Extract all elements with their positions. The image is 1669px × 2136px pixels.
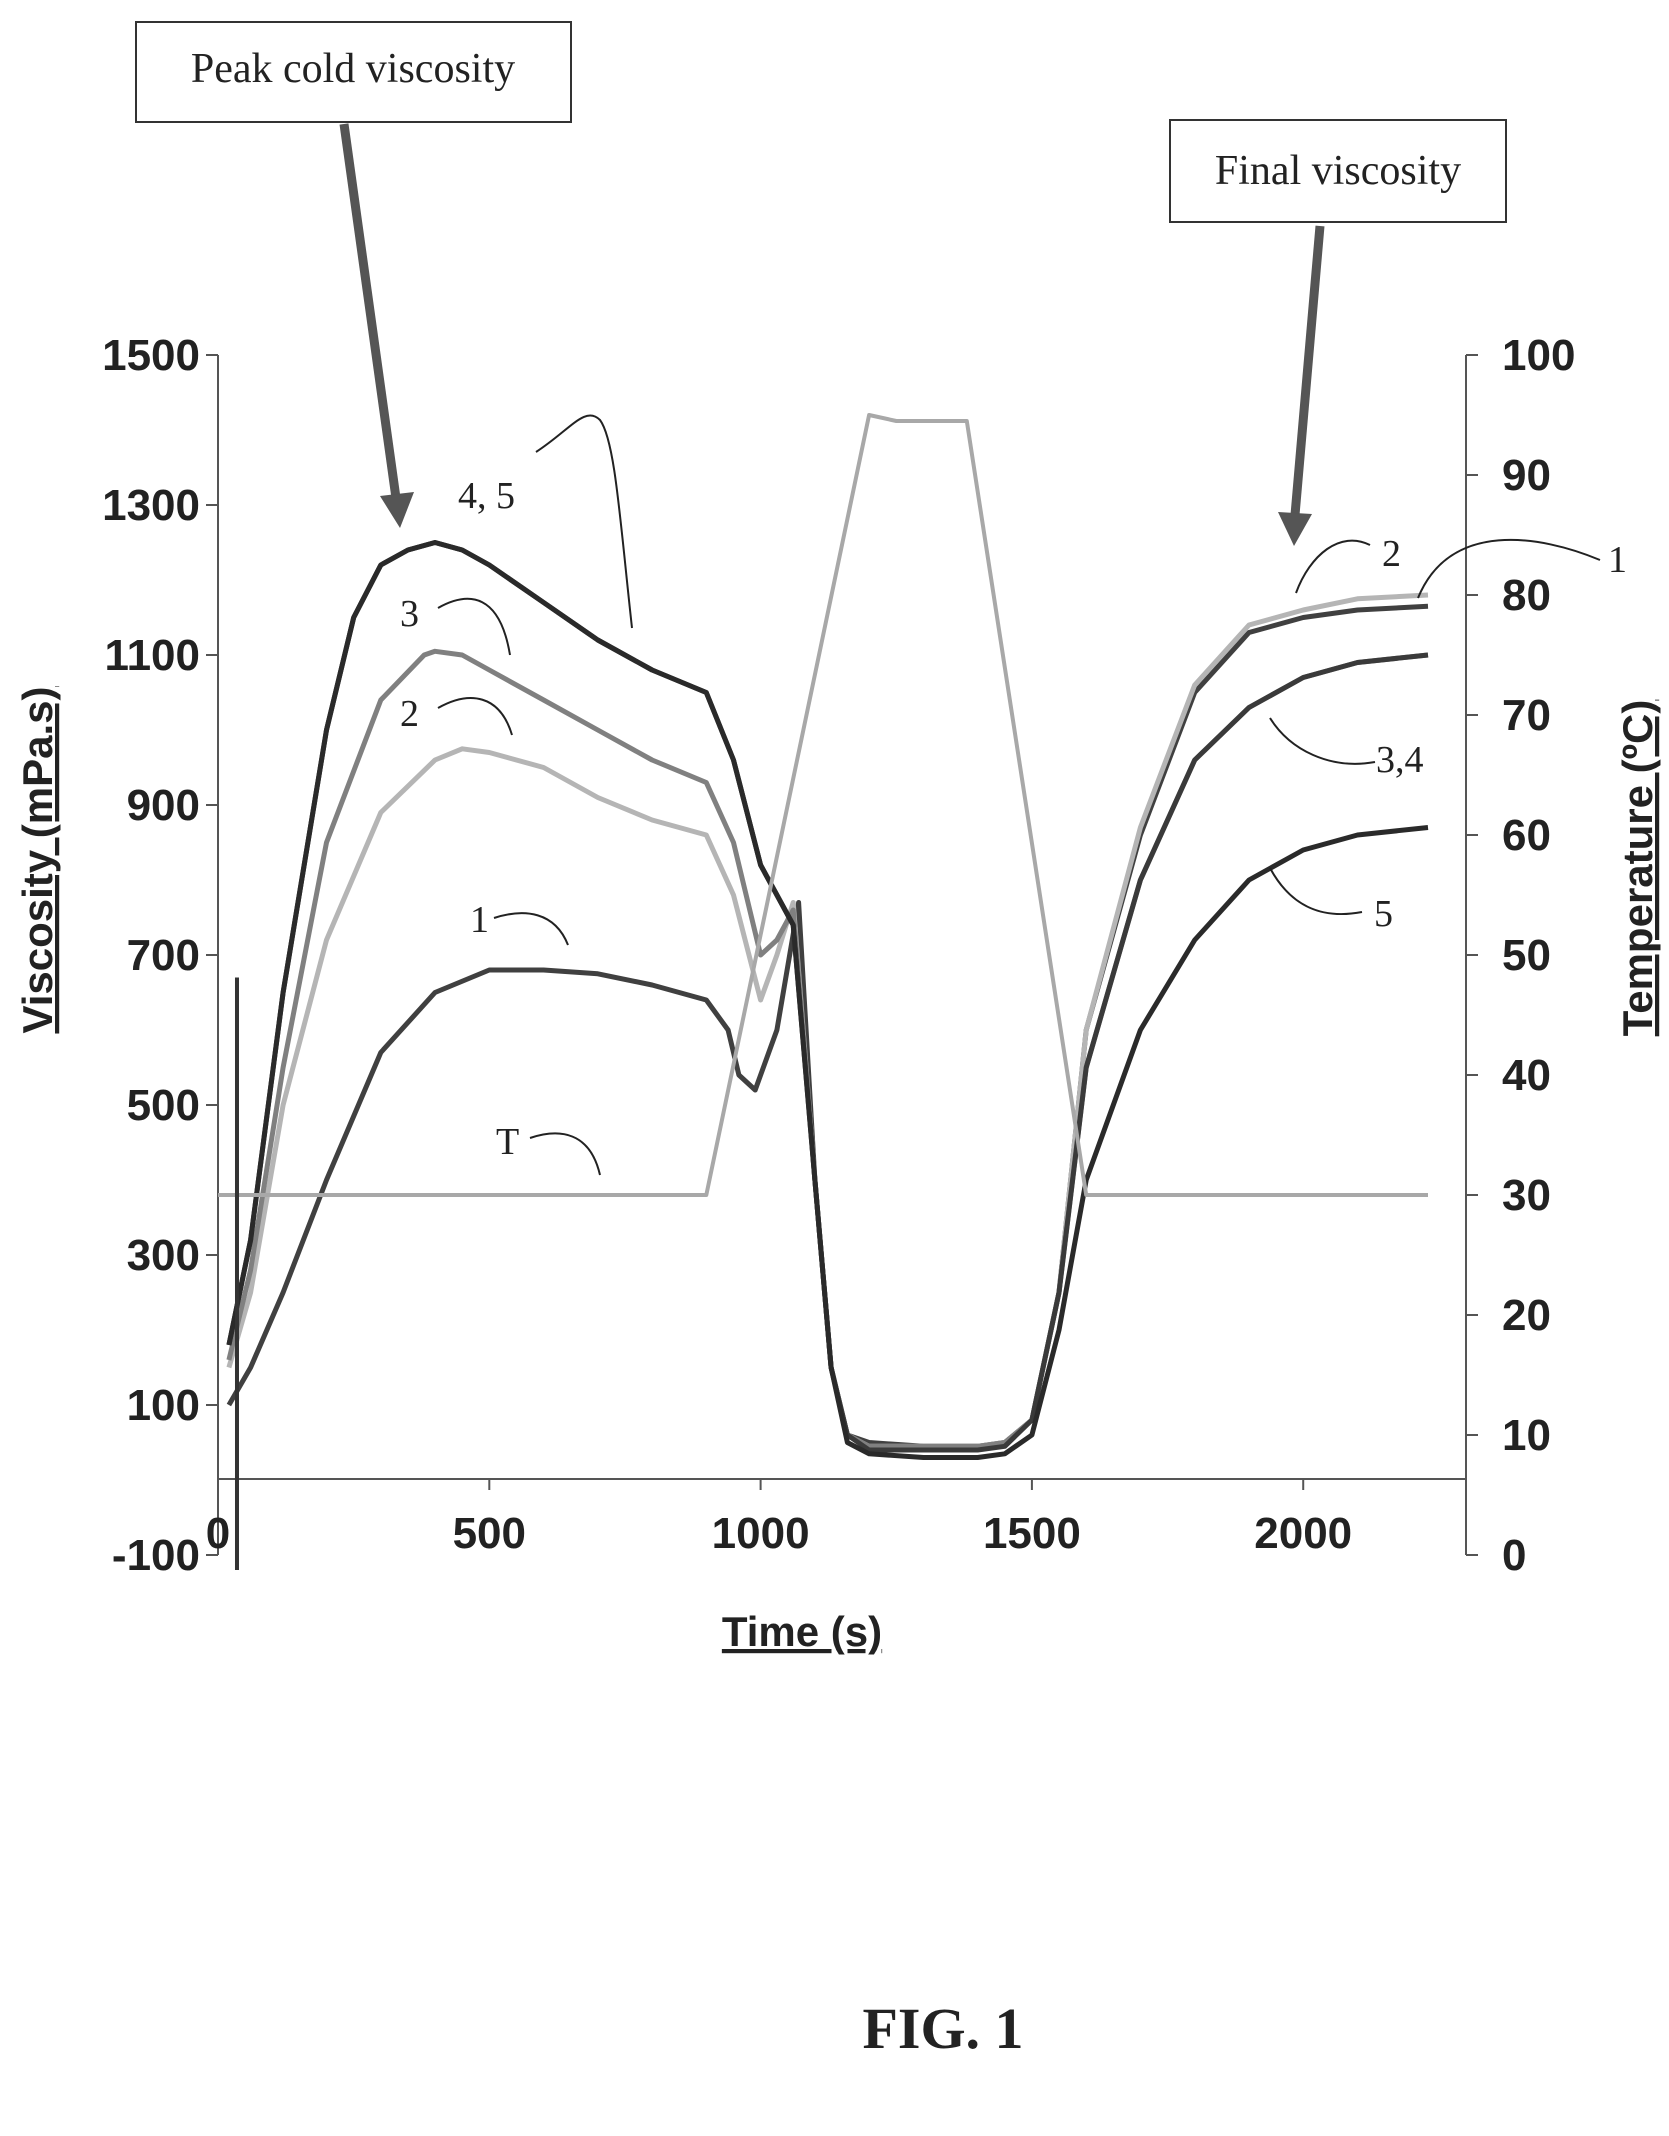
y-tick-label: 700	[127, 931, 200, 980]
curve-label-2: 2	[400, 693, 419, 735]
y2-tick-label: 20	[1502, 1291, 1551, 1340]
curve-label-t: T	[496, 1121, 519, 1163]
curve-label-arrows	[437, 414, 1601, 1176]
y2-tick-label: 50	[1502, 931, 1551, 980]
y-tick-label: 500	[127, 1081, 200, 1130]
curve-label-3-4-right: 3,4	[1376, 739, 1424, 781]
series-line-5	[226, 540, 1429, 1460]
label-arrow-3	[437, 597, 511, 656]
y2-tick-label: 60	[1502, 811, 1551, 860]
label-arrow-2-right	[1295, 539, 1371, 594]
y2-tick-label: 40	[1502, 1051, 1551, 1100]
final-arrow-head	[1278, 512, 1312, 546]
y2-axis-title: Temperature (ºC)	[1614, 700, 1661, 1037]
y2-tick-label: 100	[1502, 331, 1575, 380]
y-tick-label: 1500	[102, 331, 200, 380]
label-arrow-4-5	[535, 414, 633, 629]
y-tick-label: 1100	[105, 631, 200, 680]
y-tick-label: 900	[127, 781, 200, 830]
y-tick-label: 1300	[102, 481, 200, 530]
label-arrow-5-right	[1269, 867, 1363, 916]
curve-label-5-right: 5	[1374, 893, 1393, 935]
y-axis-title: Viscosity (mPa.s)	[14, 686, 61, 1033]
x-tick-label: 2000	[1254, 1509, 1352, 1558]
x-tick-label: 500	[453, 1509, 526, 1558]
curve-label-1: 1	[470, 899, 489, 941]
final-viscosity-box	[1169, 119, 1507, 223]
x-tick-label: 1000	[712, 1509, 810, 1558]
curve-label-2-right: 2	[1382, 533, 1401, 575]
curve-label-1-right: 1	[1608, 539, 1627, 581]
series-line-t	[218, 413, 1428, 1197]
y-tick-label: 100	[127, 1381, 200, 1430]
curve-label-4-5: 4, 5	[458, 475, 515, 517]
x-axis-ticks: 0 500 1000 1500 2000	[206, 1480, 1352, 1558]
x-axis-title: Time (s)	[722, 1608, 882, 1655]
y-tick-label: -100	[112, 1531, 200, 1580]
final-viscosity-label: Final viscosity	[1215, 148, 1461, 194]
y2-tick-label: 70	[1502, 691, 1551, 740]
x-tick-label: 1500	[983, 1509, 1081, 1558]
callout-arrows	[339, 123, 1325, 546]
peak-cold-viscosity-box	[135, 21, 572, 123]
figure-caption: FIG. 1	[862, 1996, 1023, 2061]
y2-axis-ticks: 0 10 20 30 40 50 60 70 80 90 100	[1466, 331, 1575, 1580]
peak-cold-viscosity-label: Peak cold viscosity	[191, 46, 515, 92]
label-arrow-2	[437, 697, 513, 736]
peak-arrow-shaft	[339, 123, 401, 499]
label-arrow-1-right	[1417, 538, 1601, 599]
label-arrow-3-4-right	[1269, 717, 1376, 765]
y2-tick-label: 90	[1502, 451, 1551, 500]
y2-tick-label: 0	[1502, 1531, 1526, 1580]
y2-tick-label: 10	[1502, 1411, 1551, 1460]
label-arrow-1	[493, 912, 569, 946]
label-arrow-t	[529, 1132, 601, 1176]
y-axis-ticks: -100 100 300 500 700 900 1100 1300 1500	[102, 331, 218, 1580]
final-arrow-shaft	[1290, 225, 1325, 516]
y-tick-label: 300	[127, 1231, 200, 1280]
y2-tick-label: 80	[1502, 571, 1551, 620]
x-tick-label: 0	[206, 1509, 230, 1558]
curve-label-3: 3	[400, 593, 419, 635]
data-series	[218, 413, 1429, 1570]
peak-arrow-head	[380, 492, 414, 528]
y2-tick-label: 30	[1502, 1171, 1551, 1220]
